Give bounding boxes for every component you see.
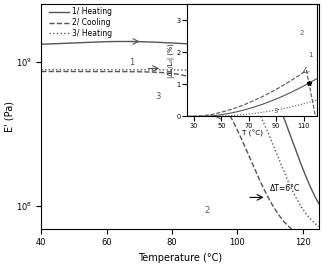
X-axis label: Temperature (°C): Temperature (°C) [138, 253, 222, 263]
1/ Heating [165, 41, 169, 44]
2/ Cooling [248, 157, 252, 160]
3/ Heating [248, 97, 252, 100]
3/ Heating [111, 68, 115, 71]
3/ Heating [89, 68, 92, 71]
3/ Heating [225, 75, 229, 78]
2/ Cooling [225, 108, 229, 111]
Text: ΔT=6°C: ΔT=6°C [270, 184, 300, 193]
2/ Cooling [111, 70, 115, 73]
1/ Heating [225, 46, 229, 50]
1/ Heating [89, 41, 92, 44]
3/ Heating [317, 225, 321, 228]
2/ Cooling [39, 70, 43, 73]
3/ Heating [203, 70, 207, 73]
Line: 3/ Heating: 3/ Heating [41, 70, 319, 226]
1/ Heating [317, 202, 321, 205]
Text: 3: 3 [156, 92, 161, 101]
1/ Heating [39, 43, 43, 46]
1/ Heating [121, 40, 125, 43]
Text: 1: 1 [130, 58, 135, 67]
3/ Heating [165, 68, 169, 72]
Text: 2: 2 [204, 206, 210, 215]
Line: 2/ Cooling: 2/ Cooling [41, 72, 319, 242]
1/ Heating [249, 58, 253, 61]
2/ Cooling [317, 240, 321, 243]
2/ Cooling [203, 83, 207, 86]
1/ Heating [203, 44, 207, 47]
1/ Heating [111, 40, 115, 43]
Legend: 1/ Heating, 2/ Cooling, 3/ Heating: 1/ Heating, 2/ Cooling, 3/ Heating [48, 6, 113, 40]
Y-axis label: E' (Pa): E' (Pa) [4, 101, 14, 132]
3/ Heating [39, 68, 43, 71]
2/ Cooling [165, 71, 169, 74]
Line: 1/ Heating: 1/ Heating [41, 41, 319, 204]
2/ Cooling [89, 70, 92, 73]
